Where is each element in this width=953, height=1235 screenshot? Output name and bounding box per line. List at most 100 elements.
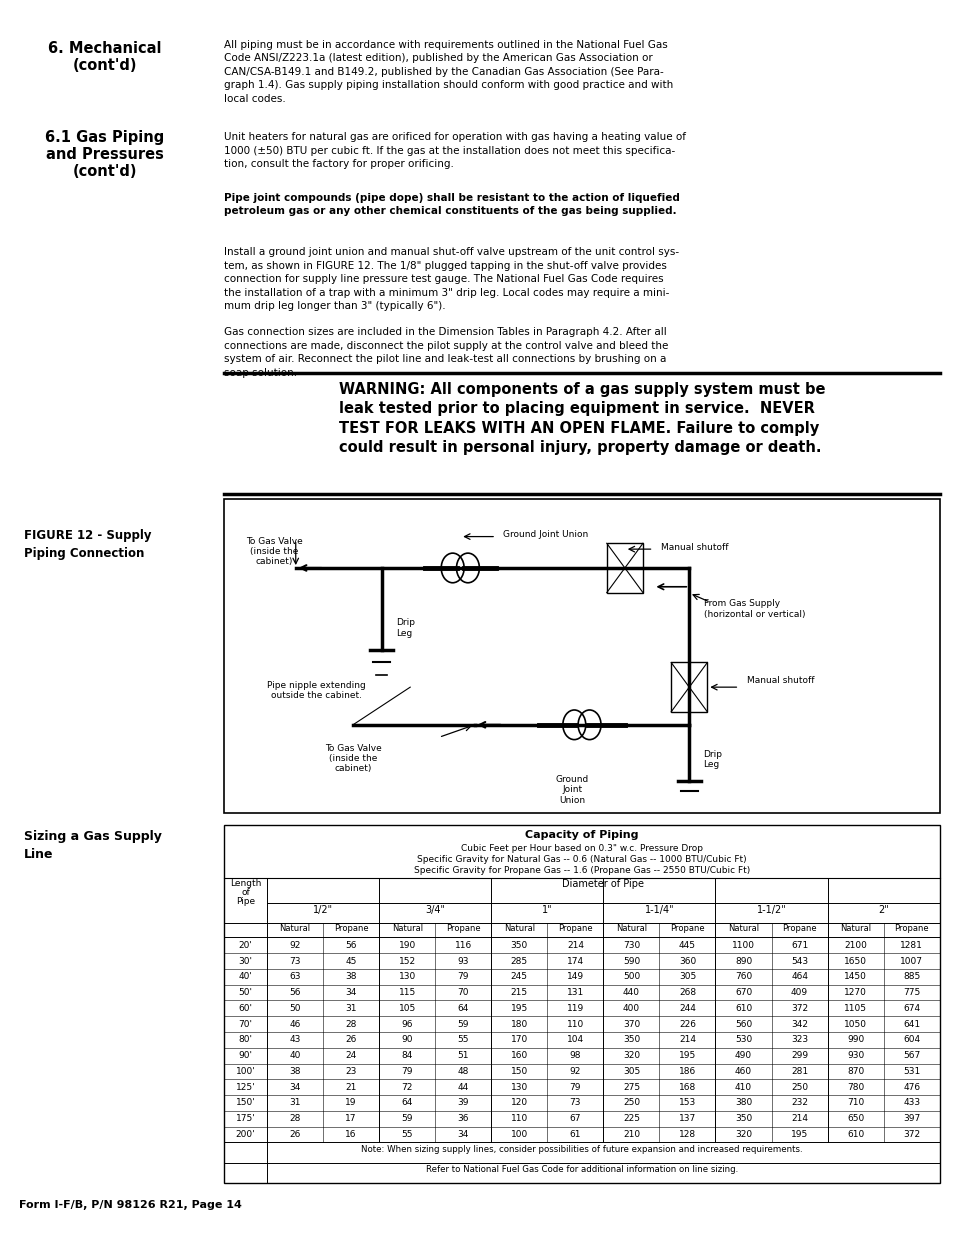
Text: 152: 152: [398, 957, 416, 966]
Text: 105: 105: [398, 1004, 416, 1013]
Text: 61: 61: [569, 1130, 580, 1139]
Text: Specific Gravity for Natural Gas -- 0.6 (Natural Gas -- 1000 BTU/Cubic Ft): Specific Gravity for Natural Gas -- 0.6 …: [416, 855, 746, 863]
Text: 130: 130: [510, 1083, 527, 1092]
Text: 372: 372: [902, 1130, 920, 1139]
Text: Natural: Natural: [616, 924, 646, 932]
Text: 464: 464: [790, 972, 807, 982]
Text: 1450: 1450: [843, 972, 866, 982]
Text: 36: 36: [457, 1114, 469, 1123]
Text: 110: 110: [510, 1114, 527, 1123]
Text: 23: 23: [345, 1067, 356, 1076]
Text: Diameter of Pipe: Diameter of Pipe: [562, 879, 643, 889]
Text: 119: 119: [566, 1004, 583, 1013]
Text: 460: 460: [734, 1067, 751, 1076]
Text: 268: 268: [679, 988, 696, 997]
Text: 44: 44: [457, 1083, 469, 1092]
Text: 1": 1": [541, 905, 552, 915]
Text: 285: 285: [510, 957, 527, 966]
Text: 671: 671: [790, 941, 807, 950]
Text: 50: 50: [289, 1004, 300, 1013]
Text: 195: 195: [679, 1051, 696, 1060]
Text: 153: 153: [679, 1098, 696, 1108]
Text: 445: 445: [679, 941, 696, 950]
Text: 372: 372: [790, 1004, 807, 1013]
Text: 28: 28: [289, 1114, 300, 1123]
Text: 79: 79: [401, 1067, 413, 1076]
Text: 370: 370: [622, 1020, 639, 1029]
Text: 670: 670: [734, 988, 751, 997]
Text: 674: 674: [902, 1004, 920, 1013]
Text: 195: 195: [790, 1130, 807, 1139]
Text: 214: 214: [679, 1035, 696, 1045]
Text: Cubic Feet per Hour based on 0.3" w.c. Pressure Drop: Cubic Feet per Hour based on 0.3" w.c. P…: [460, 844, 702, 852]
Text: 990: 990: [846, 1035, 863, 1045]
Text: 232: 232: [790, 1098, 807, 1108]
Text: To Gas Valve
(inside the
cabinet): To Gas Valve (inside the cabinet): [324, 743, 381, 773]
Text: 350: 350: [510, 941, 527, 950]
Text: 530: 530: [734, 1035, 751, 1045]
Text: 775: 775: [902, 988, 920, 997]
Text: 226: 226: [679, 1020, 696, 1029]
Text: 409: 409: [790, 988, 807, 997]
Text: 244: 244: [679, 1004, 695, 1013]
Text: 168: 168: [679, 1083, 696, 1092]
Text: 210: 210: [622, 1130, 639, 1139]
Text: 70: 70: [457, 988, 469, 997]
Text: Specific Gravity for Propane Gas -- 1.6 (Propane Gas -- 2550 BTU/Cubic Ft): Specific Gravity for Propane Gas -- 1.6 …: [414, 866, 749, 874]
Text: 19: 19: [345, 1098, 356, 1108]
Text: 46: 46: [289, 1020, 300, 1029]
Text: 90: 90: [401, 1035, 413, 1045]
Text: 130: 130: [398, 972, 416, 982]
Text: 6. Mechanical
(cont'd): 6. Mechanical (cont'd): [49, 41, 161, 73]
Text: 38: 38: [289, 1067, 300, 1076]
Text: 397: 397: [902, 1114, 920, 1123]
Text: 1100: 1100: [731, 941, 754, 950]
Text: 120: 120: [510, 1098, 527, 1108]
Text: 531: 531: [902, 1067, 920, 1076]
Text: 650: 650: [846, 1114, 863, 1123]
Text: WARNING: All components of a gas supply system must be
leak tested prior to plac: WARNING: All components of a gas supply …: [338, 382, 824, 456]
Text: 250: 250: [622, 1098, 639, 1108]
Text: 305: 305: [622, 1067, 639, 1076]
Text: 250: 250: [790, 1083, 807, 1092]
Text: 79: 79: [457, 972, 469, 982]
Text: 490: 490: [734, 1051, 751, 1060]
Text: 34: 34: [457, 1130, 469, 1139]
Text: 31: 31: [289, 1098, 300, 1108]
Text: 2100: 2100: [843, 941, 866, 950]
Text: 131: 131: [566, 988, 583, 997]
Text: 200': 200': [235, 1130, 255, 1139]
Text: 96: 96: [401, 1020, 413, 1029]
Text: 70': 70': [238, 1020, 253, 1029]
Text: of: of: [241, 888, 250, 897]
Text: 116: 116: [455, 941, 472, 950]
Text: 175': 175': [235, 1114, 255, 1123]
Text: 410: 410: [734, 1083, 751, 1092]
Text: 610: 610: [846, 1130, 863, 1139]
Text: Pipe joint compounds (pipe dope) shall be resistant to the action of liquefied
p: Pipe joint compounds (pipe dope) shall b…: [224, 193, 679, 216]
Text: 320: 320: [734, 1130, 751, 1139]
Text: 150': 150': [235, 1098, 255, 1108]
Text: 1270: 1270: [843, 988, 866, 997]
Text: 305: 305: [679, 972, 696, 982]
Text: All piping must be in accordance with requirements outlined in the National Fuel: All piping must be in accordance with re…: [224, 40, 673, 104]
Text: 79: 79: [569, 1083, 580, 1092]
Text: 26: 26: [289, 1130, 300, 1139]
Text: FIGURE 12 - Supply
Piping Connection: FIGURE 12 - Supply Piping Connection: [24, 529, 152, 559]
Text: 39: 39: [457, 1098, 469, 1108]
Text: 63: 63: [289, 972, 300, 982]
Text: 31: 31: [345, 1004, 356, 1013]
Text: 195: 195: [510, 1004, 527, 1013]
Text: 610: 610: [734, 1004, 751, 1013]
Text: Length: Length: [230, 879, 261, 888]
Text: Sizing a Gas Supply
Line: Sizing a Gas Supply Line: [24, 830, 162, 861]
Text: 150: 150: [510, 1067, 527, 1076]
Text: Propane: Propane: [445, 924, 480, 932]
Text: 17: 17: [345, 1114, 356, 1123]
Text: 100': 100': [235, 1067, 255, 1076]
Text: 20': 20': [238, 941, 253, 950]
Text: 50': 50': [238, 988, 253, 997]
Text: 38: 38: [345, 972, 356, 982]
Text: 45: 45: [345, 957, 356, 966]
Text: 59: 59: [457, 1020, 469, 1029]
